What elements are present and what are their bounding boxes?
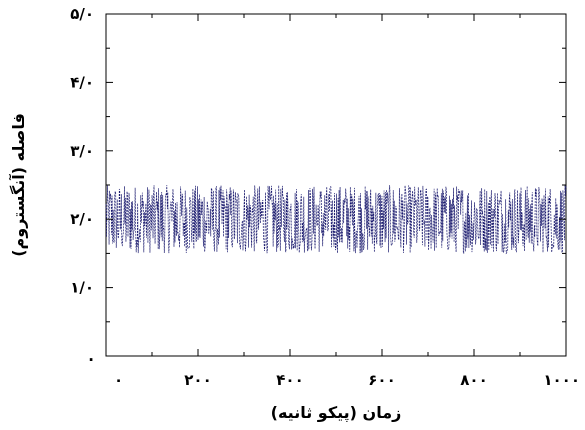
y-tick-label-5: ۵/۰ [70,5,94,23]
plot-frame [105,13,567,357]
series-line-0 [105,185,567,255]
y-tick-label-2: ۲/۰ [70,210,94,228]
x-tick-label-5: ۱۰۰۰ [543,371,580,389]
y-axis-title: فاصله (آنگستروم) [8,113,28,257]
y-tick-label-3: ۳/۰ [70,142,94,160]
x-axis-title: زمان (پیکو ثانیه) [271,403,402,423]
x-tick-label-0: ۰ [114,371,123,389]
series-layer [105,185,567,255]
x-tick-label-4: ۸۰۰ [460,371,487,389]
x-tick-label-3: ۶۰۰ [368,371,395,389]
y-tick-label-4: ۴/۰ [70,73,94,91]
x-tick-label-1: ۲۰۰ [184,371,211,389]
ticks-layer: . ۱/۰ ۲/۰ ۳/۰ ۴/۰ ۵/۰ ۰ ۲۰۰ ۴۰۰ ۶۰۰ ۸۰۰ ۱۰۰۰ [70,5,580,389]
y-tick-label-0: . [88,347,94,365]
x-tick-label-2: ۴۰۰ [276,371,303,389]
y-tick-label-1: ۱/۰ [70,279,94,297]
